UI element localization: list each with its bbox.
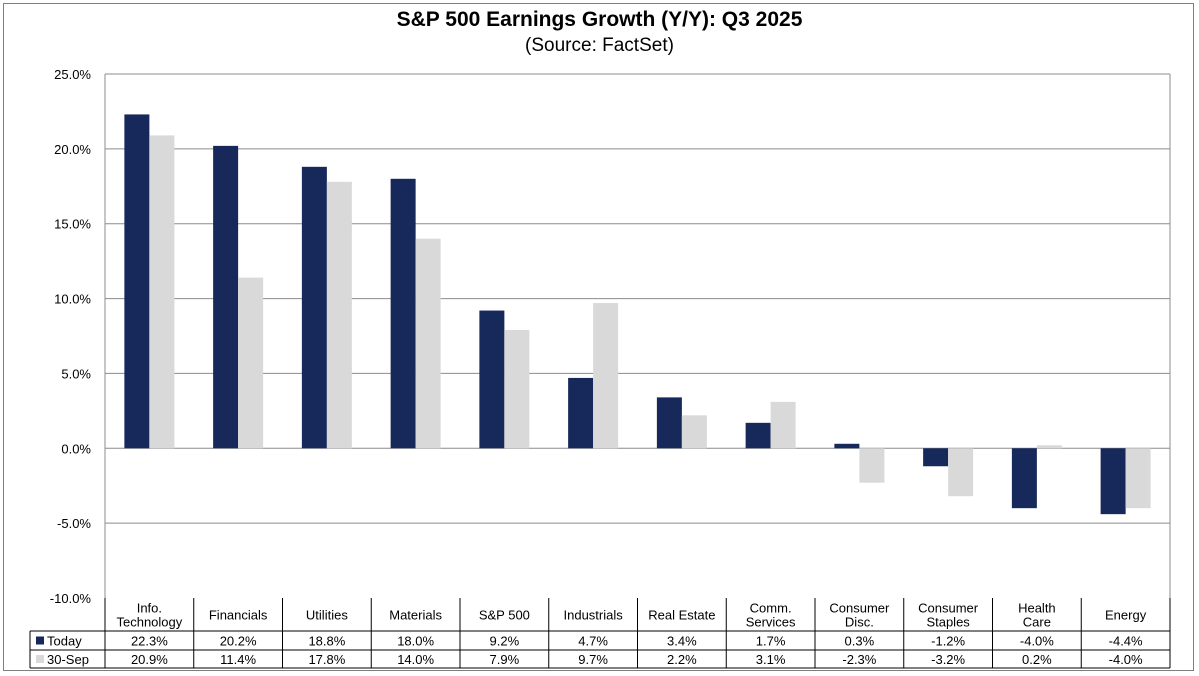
bar-today-1: [213, 145, 239, 449]
bar-sep30-2: [326, 181, 352, 449]
data-label: 0.3%: [845, 634, 875, 649]
bar-today-0: [124, 114, 150, 449]
bars: [124, 114, 1151, 515]
bar-sep30-11: [1125, 448, 1151, 509]
data-table: Info.Technology Financials Utilities Materi…: [29, 598, 1171, 669]
axes: 25.0% 20.0% 15.0% 10.0% 5.0% 0.0% -5.0% -10.0%: [50, 67, 1171, 606]
data-label: 3.4%: [667, 634, 697, 649]
legend-label-today: Today: [47, 634, 82, 649]
bar-today-10: [1011, 448, 1037, 509]
y-tick-label: 0.0%: [61, 441, 91, 456]
bar-sep30-8: [859, 448, 885, 483]
y-tick-label: 5.0%: [61, 366, 91, 381]
data-label: 0.2%: [1022, 652, 1052, 667]
category-label: Services: [746, 615, 796, 630]
data-label: -4.0%: [1109, 652, 1143, 667]
gridlines: [105, 73, 1170, 524]
bar-today-8: [834, 443, 860, 449]
bar-sep30-10: [1036, 445, 1062, 449]
data-label: -2.3%: [842, 652, 876, 667]
category-label: Financials: [209, 608, 268, 623]
bar-sep30-3: [415, 238, 441, 449]
y-tick-label: 20.0%: [54, 142, 91, 157]
data-label: 2.2%: [667, 652, 697, 667]
bar-sep30-5: [593, 303, 619, 449]
data-label: 1.7%: [756, 634, 786, 649]
bar-today-7: [745, 422, 771, 449]
legend-label-sep30: 30-Sep: [47, 652, 89, 667]
category-label: Energy: [1105, 608, 1147, 623]
category-label: Consumer: [918, 601, 979, 616]
data-label: 17.8%: [308, 652, 345, 667]
data-label: 20.2%: [220, 634, 257, 649]
bar-today-11: [1100, 448, 1126, 515]
category-label: Consumer: [829, 601, 890, 616]
data-label: 7.9%: [490, 652, 520, 667]
chart-frame: [3, 3, 1194, 671]
legend-swatch-today: [36, 636, 44, 645]
legend-swatch-sep30: [36, 655, 44, 663]
bar-today-9: [923, 448, 949, 467]
category-label: Real Estate: [648, 608, 715, 623]
bar-today-3: [390, 178, 416, 449]
data-label: 18.8%: [308, 634, 345, 649]
bar-sep30-4: [504, 330, 530, 449]
bar-today-2: [301, 166, 327, 449]
bar-today-5: [568, 377, 594, 449]
bar-sep30-6: [681, 415, 707, 449]
y-tick-label: -5.0%: [57, 516, 91, 531]
category-label: Info.: [137, 601, 162, 616]
bar-sep30-1: [238, 277, 264, 449]
category-label: Staples: [926, 615, 970, 630]
data-label: 9.7%: [578, 652, 608, 667]
data-label: -4.0%: [1020, 634, 1054, 649]
data-label: 3.1%: [756, 652, 786, 667]
category-label: Health: [1018, 601, 1056, 616]
data-label: -1.2%: [931, 634, 965, 649]
data-label: 20.9%: [131, 652, 168, 667]
category-label: Industrials: [564, 608, 624, 623]
bar-sep30-9: [948, 448, 974, 497]
data-label: 14.0%: [397, 652, 434, 667]
bar-today-4: [479, 310, 505, 449]
y-tick-label: 10.0%: [54, 292, 91, 307]
category-label: Utilities: [306, 608, 348, 623]
category-label: Care: [1023, 615, 1051, 630]
data-label: 9.2%: [490, 634, 520, 649]
y-tick-label: -10.0%: [50, 591, 92, 606]
data-label: 11.4%: [220, 652, 256, 667]
data-label: 4.7%: [578, 634, 608, 649]
chart-subtitle: (Source: FactSet): [525, 35, 674, 56]
data-label: -3.2%: [931, 652, 965, 667]
data-label: 22.3%: [131, 634, 168, 649]
bar-sep30-7: [770, 401, 796, 449]
category-label: Disc.: [845, 615, 874, 630]
bar-today-6: [656, 397, 682, 449]
chart-title: S&P 500 Earnings Growth (Y/Y): Q3 2025: [396, 8, 803, 31]
category-label: Materials: [389, 608, 442, 623]
bar-sep30-0: [149, 135, 175, 449]
data-label: 18.0%: [397, 634, 434, 649]
category-label: S&P 500: [479, 608, 530, 623]
data-label: -4.4%: [1109, 634, 1143, 649]
y-tick-label: 15.0%: [54, 217, 91, 232]
category-label: Comm.: [750, 601, 792, 616]
y-tick-label: 25.0%: [54, 67, 91, 82]
category-label: Technology: [116, 615, 182, 630]
